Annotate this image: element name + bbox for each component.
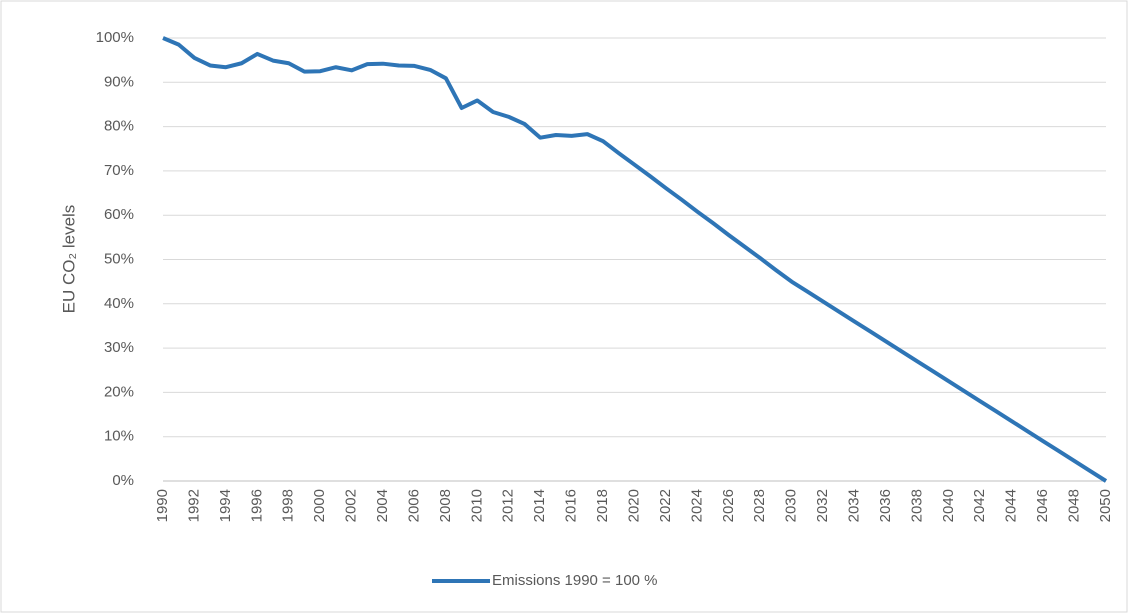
x-tick-label: 2012 [500, 489, 517, 522]
x-tick-label: 1992 [185, 489, 202, 522]
x-tick-label: 2000 [311, 489, 328, 522]
y-tick-label: 0% [112, 472, 134, 489]
x-tick-label: 2024 [688, 489, 705, 522]
legend-label: Emissions 1990 = 100 % [492, 572, 658, 589]
x-tick-label: 1994 [217, 489, 234, 522]
x-tick-label: 1998 [280, 489, 297, 522]
x-tick-label: 2016 [563, 489, 580, 522]
x-tick-label: 2046 [1034, 489, 1051, 522]
x-tick-label: 2042 [971, 489, 988, 522]
x-tick-label: 2008 [437, 489, 454, 522]
x-tick-label: 2004 [374, 489, 391, 522]
y-tick-label: 100% [96, 29, 134, 46]
x-tick-label: 1990 [154, 489, 171, 522]
y-tick-label: 70% [104, 162, 134, 179]
y-tick-label: 30% [104, 339, 134, 356]
x-tick-label: 2020 [625, 489, 642, 522]
x-tick-label: 2036 [877, 489, 894, 522]
x-tick-label: 2002 [343, 489, 360, 522]
x-tick-label: 2034 [846, 489, 863, 522]
x-tick-label: 2026 [720, 489, 737, 522]
data-line [162, 36, 1108, 483]
x-tick-label: 2044 [1003, 489, 1020, 522]
x-tick-label: 1996 [248, 489, 265, 522]
y-tick-label: 80% [104, 118, 134, 135]
x-tick-label: 2018 [594, 489, 611, 522]
y-tick-label: 60% [104, 206, 134, 223]
x-tick-label: 2048 [1066, 489, 1083, 522]
x-tick-label: 2022 [657, 489, 674, 522]
y-tick-label: 40% [104, 295, 134, 312]
y-tick-label: 50% [104, 250, 134, 267]
y-tick-label: 20% [104, 383, 134, 400]
y-tick-label: 90% [104, 73, 134, 90]
x-tick-label: 2030 [783, 489, 800, 522]
x-tick-label: 2014 [531, 489, 548, 522]
x-tick-label: 2032 [814, 489, 831, 522]
x-tick-label: 2050 [1097, 489, 1114, 522]
y-tick-label: 10% [104, 428, 134, 445]
y-axis-label: EU CO₂ levels [59, 205, 78, 314]
x-tick-label: 2010 [468, 489, 485, 522]
x-tick-label: 2038 [908, 489, 925, 522]
x-tick-label: 2028 [751, 489, 768, 522]
x-tick-label: 2006 [405, 489, 422, 522]
x-tick-label: 2040 [940, 489, 957, 522]
